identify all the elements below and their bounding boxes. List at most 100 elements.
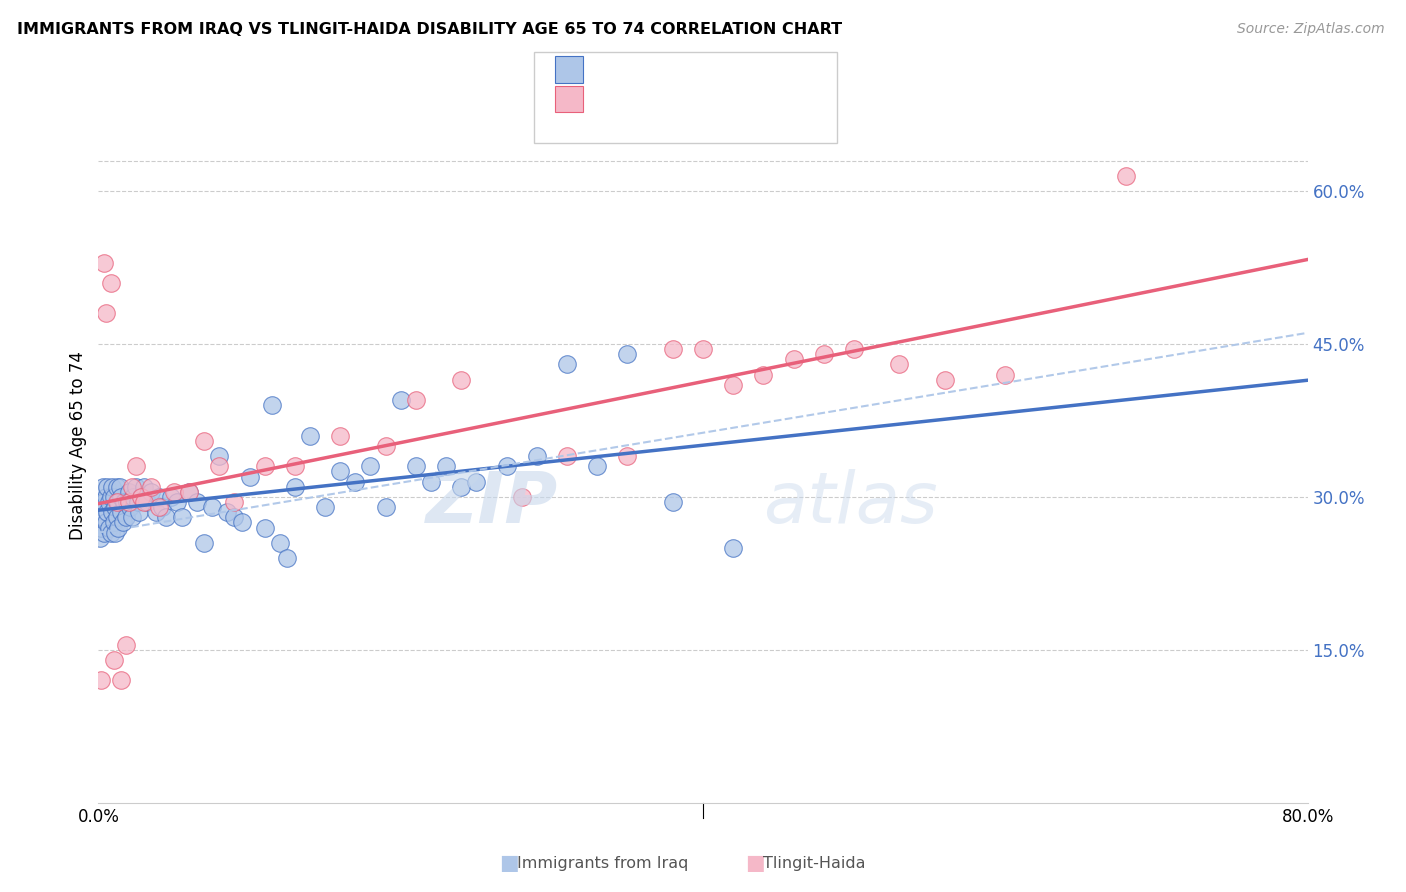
Point bbox=[526, 449, 548, 463]
Point bbox=[103, 490, 125, 504]
Point bbox=[1115, 169, 1137, 183]
Text: ■: ■ bbox=[499, 854, 519, 873]
Point bbox=[120, 500, 142, 515]
Point bbox=[112, 495, 135, 509]
Point bbox=[103, 516, 125, 530]
Point bbox=[783, 352, 806, 367]
Text: 0.567: 0.567 bbox=[631, 90, 681, 108]
Point bbox=[148, 500, 170, 515]
Point bbox=[420, 475, 443, 489]
Point bbox=[723, 377, 745, 392]
Point bbox=[253, 520, 276, 534]
Point bbox=[934, 373, 956, 387]
Point bbox=[155, 510, 177, 524]
Point bbox=[122, 490, 145, 504]
Point bbox=[253, 459, 276, 474]
Y-axis label: Disability Age 65 to 74: Disability Age 65 to 74 bbox=[69, 351, 87, 541]
Point bbox=[101, 480, 124, 494]
Text: N =: N = bbox=[683, 90, 733, 108]
Point bbox=[239, 469, 262, 483]
Point bbox=[166, 495, 188, 509]
Point bbox=[110, 673, 132, 688]
Point bbox=[129, 490, 152, 504]
Point bbox=[616, 449, 638, 463]
Point bbox=[389, 393, 412, 408]
Point bbox=[360, 459, 382, 474]
Point bbox=[90, 673, 112, 688]
Point bbox=[450, 480, 472, 494]
Point bbox=[510, 490, 533, 504]
Point bbox=[224, 510, 246, 524]
Text: IMMIGRANTS FROM IRAQ VS TLINGIT-HAIDA DISABILITY AGE 65 TO 74 CORRELATION CHART: IMMIGRANTS FROM IRAQ VS TLINGIT-HAIDA DI… bbox=[17, 22, 842, 37]
Text: ZIP: ZIP bbox=[426, 468, 558, 538]
Point bbox=[150, 500, 173, 515]
Point bbox=[208, 449, 231, 463]
Point bbox=[160, 490, 183, 504]
Point bbox=[111, 516, 134, 530]
Point bbox=[145, 505, 167, 519]
Point bbox=[179, 484, 201, 499]
Point bbox=[201, 500, 224, 515]
Point bbox=[224, 495, 246, 509]
Text: 83: 83 bbox=[725, 61, 748, 78]
Point bbox=[89, 531, 111, 545]
Point bbox=[374, 500, 396, 515]
Point bbox=[105, 495, 128, 509]
Point bbox=[450, 373, 472, 387]
Point bbox=[231, 516, 253, 530]
Text: ■: ■ bbox=[745, 854, 765, 873]
Text: Tlingit-Haida: Tlingit-Haida bbox=[763, 856, 866, 871]
Point bbox=[108, 480, 131, 494]
Point bbox=[555, 358, 578, 372]
Point bbox=[110, 490, 132, 504]
Point bbox=[96, 480, 118, 494]
Point bbox=[994, 368, 1017, 382]
Point bbox=[661, 495, 683, 509]
Point bbox=[555, 449, 578, 463]
Point bbox=[110, 505, 132, 519]
Point bbox=[101, 505, 124, 519]
Text: R =: R = bbox=[595, 90, 633, 108]
Point bbox=[269, 536, 291, 550]
Point bbox=[118, 484, 141, 499]
Point bbox=[208, 459, 231, 474]
Point bbox=[186, 495, 208, 509]
Point bbox=[141, 484, 163, 499]
Text: 40: 40 bbox=[725, 90, 748, 108]
Point bbox=[132, 495, 155, 509]
Point bbox=[148, 490, 170, 504]
Point bbox=[125, 459, 148, 474]
Point bbox=[284, 459, 307, 474]
Point bbox=[179, 484, 201, 499]
Point bbox=[405, 393, 427, 408]
Point bbox=[329, 465, 352, 479]
Point bbox=[586, 459, 609, 474]
Point bbox=[889, 358, 911, 372]
Point bbox=[104, 500, 127, 515]
Point bbox=[114, 638, 136, 652]
Point bbox=[284, 480, 307, 494]
Point bbox=[129, 490, 152, 504]
Point bbox=[91, 480, 114, 494]
Point bbox=[495, 459, 517, 474]
Point bbox=[661, 342, 683, 356]
Point bbox=[314, 500, 336, 515]
Text: atlas: atlas bbox=[763, 468, 938, 538]
Text: R =: R = bbox=[595, 61, 633, 78]
Point bbox=[616, 347, 638, 361]
Point bbox=[163, 484, 186, 499]
Point bbox=[91, 510, 114, 524]
Point bbox=[93, 255, 115, 269]
Point bbox=[215, 505, 238, 519]
Point bbox=[692, 342, 714, 356]
Point bbox=[262, 398, 284, 412]
Point bbox=[813, 347, 835, 361]
Point bbox=[723, 541, 745, 555]
Text: Source: ZipAtlas.com: Source: ZipAtlas.com bbox=[1237, 22, 1385, 37]
Point bbox=[135, 495, 157, 509]
Text: 0.189: 0.189 bbox=[631, 61, 681, 78]
Point bbox=[98, 495, 121, 509]
Point bbox=[104, 525, 127, 540]
Point bbox=[118, 495, 141, 509]
Point bbox=[170, 510, 193, 524]
